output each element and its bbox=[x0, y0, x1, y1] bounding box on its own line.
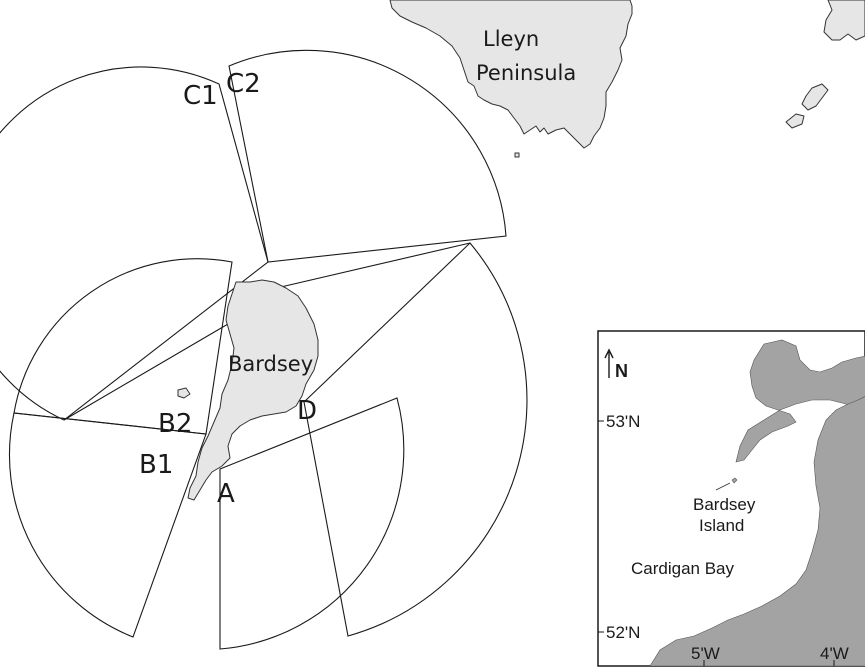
sector-b1 bbox=[8, 412, 207, 638]
sector-d bbox=[303, 242, 528, 637]
inset-lon-5: 5'W bbox=[691, 644, 720, 663]
sector-line-b2-c1 bbox=[63, 323, 229, 421]
sector-a bbox=[219, 397, 405, 650]
inset-lon-4: 4'W bbox=[820, 644, 849, 663]
label-lleyn: Lleyn bbox=[483, 27, 539, 51]
sector-c2 bbox=[228, 49, 507, 263]
inset-bardsey-label: Bardsey bbox=[693, 495, 756, 514]
inset-cardigan-bay-label: Cardigan Bay bbox=[631, 559, 735, 578]
label-c2: C2 bbox=[226, 69, 261, 99]
lleyn-islet bbox=[514, 152, 520, 158]
label-c1: C1 bbox=[183, 81, 218, 111]
island-right-upper bbox=[801, 83, 829, 111]
label-a: A bbox=[217, 479, 235, 509]
inset-wales-land bbox=[649, 396, 865, 666]
lleyn-peninsula-land bbox=[389, 0, 633, 149]
inset-island-label: Island bbox=[699, 516, 744, 535]
label-b2: B2 bbox=[158, 409, 192, 439]
coast-fragment-topright bbox=[823, 0, 865, 41]
island-right-lower bbox=[785, 113, 805, 129]
sector-b2 bbox=[13, 258, 233, 435]
sector-c1 bbox=[0, 66, 269, 421]
inset-anglesey-land bbox=[735, 339, 865, 463]
west-islet bbox=[177, 387, 191, 399]
inset-lat-52: 52'N bbox=[606, 623, 640, 642]
label-bardsey: Bardsey bbox=[228, 352, 313, 376]
north-arrow-icon bbox=[604, 348, 614, 378]
inset-bardsey-mark bbox=[731, 477, 738, 484]
inset-north-label: N bbox=[615, 361, 628, 381]
label-peninsula: Peninsula bbox=[476, 61, 576, 85]
bardsey-island-land bbox=[187, 279, 319, 501]
label-b1: B1 bbox=[139, 450, 173, 480]
inset-bardsey-pointer bbox=[715, 482, 731, 491]
inset-map: N 53'N 52'N 5'W 4'W Bardsey Island Cardi… bbox=[597, 330, 865, 667]
label-d: D bbox=[297, 396, 317, 426]
sector-line-bardsey-d bbox=[267, 242, 471, 291]
inset-lat-53: 53'N bbox=[606, 412, 640, 431]
